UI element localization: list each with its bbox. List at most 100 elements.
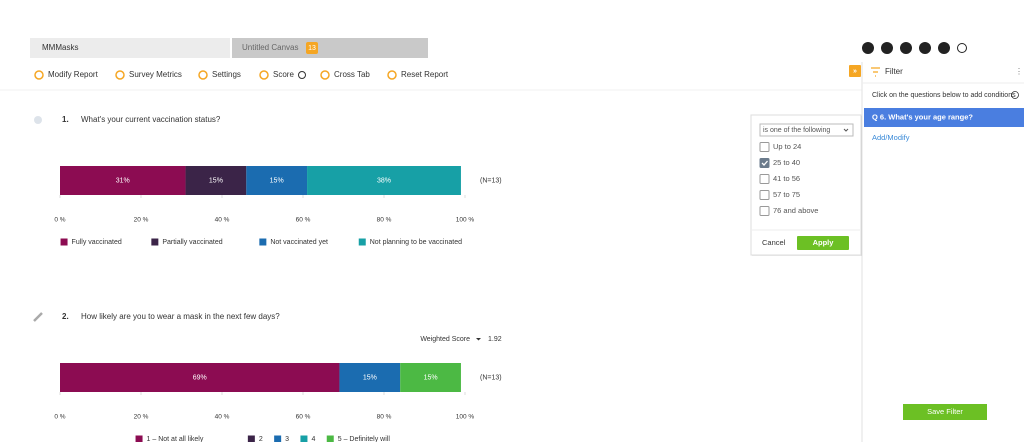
checkbox[interactable] bbox=[759, 206, 770, 216]
icon[interactable] bbox=[881, 42, 893, 54]
x-tick-label: 80 % bbox=[377, 217, 392, 224]
icon[interactable] bbox=[919, 42, 931, 54]
collapse-button[interactable] bbox=[849, 65, 861, 77]
edit-icon bbox=[33, 312, 43, 322]
legend-label: Not vaccinated yet bbox=[270, 239, 328, 246]
legend-swatch bbox=[274, 435, 282, 442]
score-value: 1.92 bbox=[488, 336, 502, 343]
checkbox[interactable] bbox=[759, 174, 770, 184]
question-number: 2. bbox=[62, 312, 69, 321]
option-label[interactable]: 57 to 75 bbox=[773, 190, 800, 199]
question-number: 1. bbox=[62, 115, 69, 124]
apply-button[interactable] bbox=[797, 236, 849, 250]
value-label: 15% bbox=[270, 177, 284, 184]
legend-label: 5 – Definitely will bbox=[338, 436, 391, 442]
toolbar-item[interactable]: Reset Report bbox=[401, 70, 449, 79]
bar-segment bbox=[246, 166, 308, 195]
option-label[interactable]: 41 to 56 bbox=[773, 174, 800, 183]
add-modify-link[interactable]: Add/Modify bbox=[872, 133, 910, 142]
toolbar-item[interactable]: Settings bbox=[212, 70, 241, 79]
bar-segment bbox=[185, 166, 247, 195]
legend-swatch bbox=[247, 435, 255, 442]
n-label: (N=13) bbox=[480, 374, 502, 381]
score-arrow bbox=[476, 338, 481, 341]
legend-swatch bbox=[300, 435, 308, 442]
badge-text: 13 bbox=[308, 45, 316, 52]
apply-label: Apply bbox=[813, 238, 835, 247]
badge bbox=[306, 42, 318, 54]
tab[interactable] bbox=[30, 38, 230, 58]
value-label: 15% bbox=[424, 374, 438, 381]
value-label: 15% bbox=[209, 177, 223, 184]
option-label[interactable]: 25 to 40 bbox=[773, 158, 800, 167]
icon[interactable] bbox=[938, 42, 950, 54]
operator-select[interactable] bbox=[759, 123, 854, 137]
legend-swatch bbox=[60, 238, 68, 246]
checkbox[interactable] bbox=[759, 190, 770, 200]
legend-label: Partially vaccinated bbox=[162, 239, 222, 246]
toolbar: Modify Report Survey Metrics Settings Score… bbox=[34, 70, 449, 80]
x-tick-label: 0 % bbox=[54, 414, 65, 421]
x-tick-label: 40 % bbox=[215, 217, 230, 224]
help-icon[interactable] bbox=[298, 71, 306, 79]
bar-segment bbox=[339, 363, 401, 392]
value-label: 31% bbox=[116, 177, 130, 184]
legend-swatch bbox=[135, 435, 143, 442]
legend-label: Not planning to be vaccinated bbox=[370, 239, 462, 246]
option-label[interactable]: 76 and above bbox=[773, 206, 818, 215]
legend-label: 1 – Not at all likely bbox=[147, 436, 204, 442]
toolbar-icon bbox=[320, 70, 330, 80]
score-label[interactable]: Weighted Score bbox=[420, 336, 470, 343]
save-filter-button[interactable] bbox=[903, 404, 987, 420]
collapse-icon: » bbox=[853, 68, 857, 75]
legend-label: 3 bbox=[285, 436, 289, 442]
x-tick-label: 100 % bbox=[456, 217, 475, 224]
filter-popup: is one of the following Up to 24 25 to 40… bbox=[750, 114, 862, 256]
option-label[interactable]: Up to 24 bbox=[773, 142, 801, 151]
x-tick-label: 20 % bbox=[134, 217, 149, 224]
select-arrow bbox=[843, 128, 849, 132]
filter-question-text: Q 6. What's your age range? bbox=[872, 112, 973, 121]
cancel-button[interactable]: Cancel bbox=[762, 238, 786, 247]
toolbar-icon bbox=[387, 70, 397, 80]
panel-hint: Click on the questions below to add cond… bbox=[872, 92, 1016, 99]
legend-swatch bbox=[358, 238, 366, 246]
tab[interactable] bbox=[232, 38, 428, 58]
x-tick-label: 100 % bbox=[456, 414, 475, 421]
legend-swatch bbox=[259, 238, 267, 246]
legend-label: 4 bbox=[311, 436, 315, 442]
legend-swatch bbox=[151, 238, 159, 246]
operator-label: is one of the following bbox=[763, 127, 830, 134]
bar-segment bbox=[400, 363, 461, 392]
help-icon[interactable] bbox=[957, 43, 967, 53]
question-icon bbox=[34, 116, 42, 124]
checkbox[interactable] bbox=[759, 158, 770, 168]
icon[interactable] bbox=[900, 42, 912, 54]
filter-question[interactable] bbox=[864, 108, 1024, 127]
icon[interactable] bbox=[862, 42, 874, 54]
question-text: How likely are you to wear a mask in the… bbox=[81, 312, 280, 321]
toolbar-icon bbox=[115, 70, 125, 80]
menu-dots[interactable]: ⋮ bbox=[1015, 67, 1023, 76]
check-mark bbox=[761, 160, 768, 166]
checkbox[interactable] bbox=[759, 142, 770, 152]
legend-label: Fully vaccinated bbox=[72, 239, 122, 246]
save-filter-label: Save Filter bbox=[927, 407, 963, 416]
value-label: 15% bbox=[363, 374, 377, 381]
toolbar-item[interactable]: Cross Tab bbox=[334, 70, 370, 79]
question-text: What's your current vaccination status? bbox=[81, 115, 221, 124]
panel-title: Filter bbox=[885, 67, 903, 76]
toolbar-item[interactable]: Score bbox=[273, 70, 294, 79]
info-icon[interactable] bbox=[1011, 91, 1019, 99]
toolbar-item[interactable]: Survey Metrics bbox=[129, 70, 182, 79]
toolbar-icon bbox=[34, 70, 44, 80]
tab-label: Untitled Canvas bbox=[242, 43, 298, 52]
toolbar-item[interactable]: Modify Report bbox=[48, 70, 99, 79]
value-label: 38% bbox=[377, 177, 391, 184]
tab-label: MMMasks bbox=[42, 43, 78, 52]
x-tick-label: 60 % bbox=[296, 414, 311, 421]
toolbar-icon bbox=[198, 70, 208, 80]
bar-segment bbox=[60, 166, 186, 195]
x-tick-label: 0 % bbox=[54, 217, 65, 224]
